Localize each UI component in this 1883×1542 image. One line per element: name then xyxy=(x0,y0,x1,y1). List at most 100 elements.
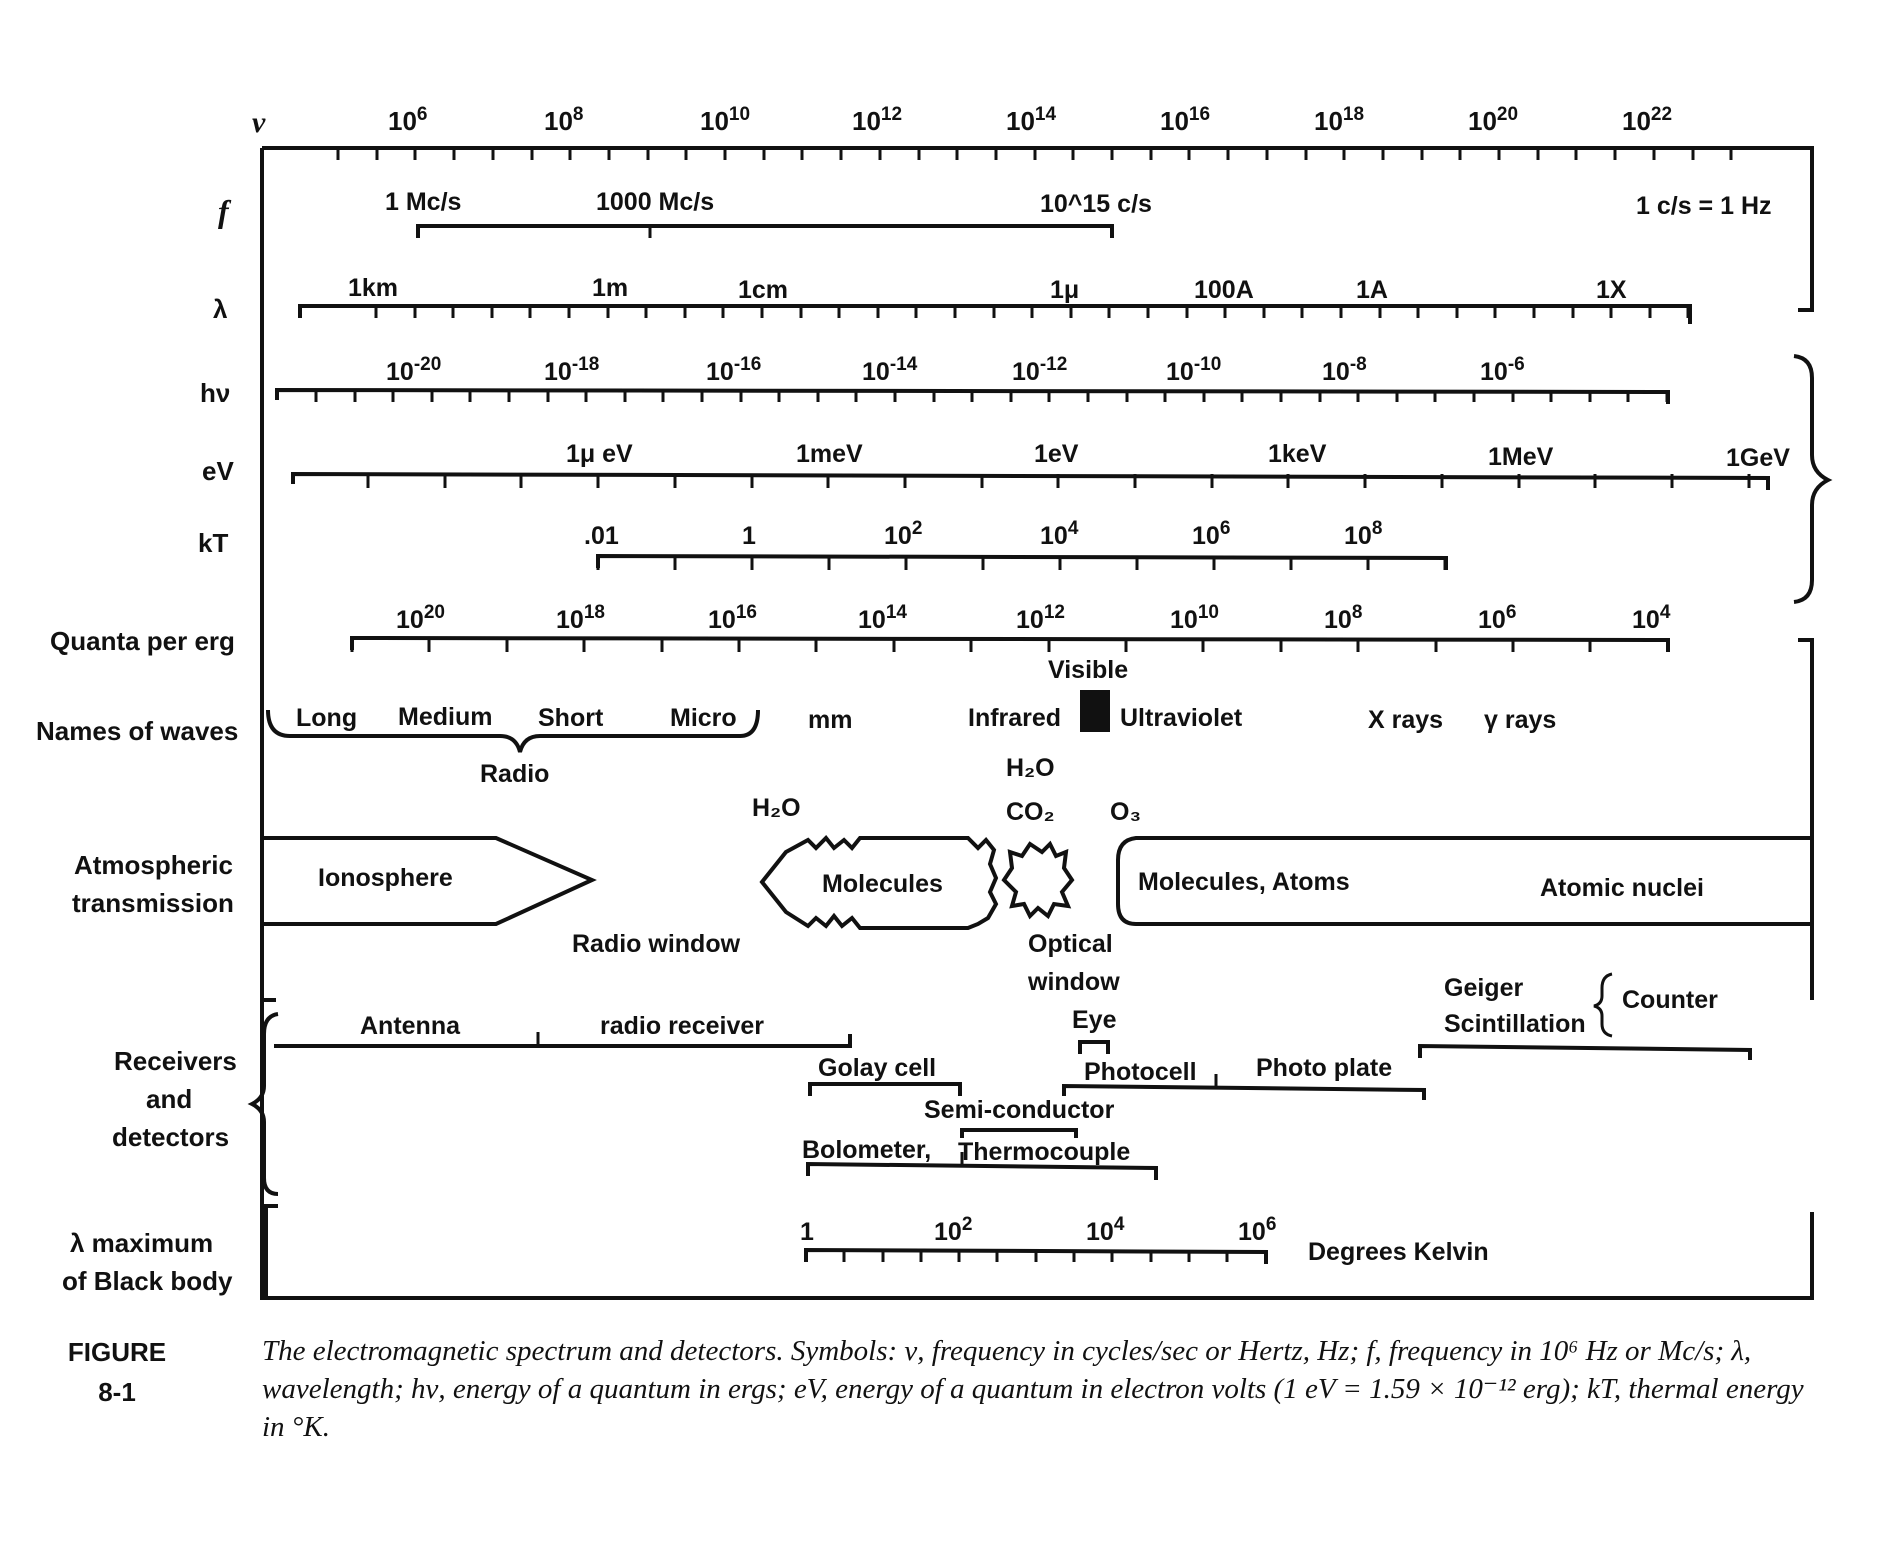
hnu-label: 10-12 xyxy=(1012,354,1067,386)
visible-band xyxy=(1080,690,1110,732)
lambda-label-1x: 1X xyxy=(1596,276,1627,304)
bb-label: 102 xyxy=(934,1214,972,1246)
lambda-label-1m: 1m xyxy=(592,274,628,302)
photo-plate-label: Photo plate xyxy=(1256,1054,1392,1082)
quanta-label: 104 xyxy=(1632,602,1671,634)
counter-label: Counter xyxy=(1622,986,1718,1014)
bb-label: 1 xyxy=(800,1218,814,1246)
f-symbol: f xyxy=(218,193,232,229)
ev-label-3: 1eV xyxy=(1034,440,1079,468)
energy-brace xyxy=(1793,354,1833,604)
atmosphere-row: Atmospheric transmission Ionosphere Mole… xyxy=(72,754,1812,996)
figure-caption: The electromagnetic spectrum and detecto… xyxy=(262,1335,1804,1443)
hnu-label: 10-10 xyxy=(1166,354,1221,386)
blackbody-row: λ maximum of Black body 1 102 104 106 Degre… xyxy=(62,1214,1489,1296)
hnu-label: 10-14 xyxy=(862,354,918,386)
molecules-text: Molecules xyxy=(822,870,943,898)
hnu-label: 10-18 xyxy=(544,354,599,386)
antenna-label: Antenna xyxy=(360,1012,461,1040)
detectors-row: Receivers and detectors Antenna radio re… xyxy=(112,972,1752,1196)
f-label-3: 10^15 c/s xyxy=(1040,190,1152,218)
figure-label: FIGURE xyxy=(67,1337,167,1367)
detectors-label-1: Receivers xyxy=(114,1046,237,1076)
nu-tick-label: 1020 xyxy=(1468,104,1518,136)
left-bracket-lower xyxy=(264,1204,278,1298)
counter-brace xyxy=(1593,972,1613,1038)
wave-infrared: Infrared xyxy=(968,704,1061,732)
kt-label: 1 xyxy=(742,522,756,550)
quanta-scale: 1020 1018 1016 1014 1012 1010 108 106 104 xyxy=(350,602,1671,652)
left-bracket-upper xyxy=(260,640,276,1002)
kt-label: 108 xyxy=(1344,518,1382,550)
optical-blob-shape xyxy=(1001,840,1075,920)
blackbody-unit: Degrees Kelvin xyxy=(1308,1238,1489,1266)
eye-label: Eye xyxy=(1072,1006,1117,1034)
ev-label-4: 1keV xyxy=(1268,440,1327,468)
wave-short: Short xyxy=(538,704,604,732)
lambda-label-1km: 1km xyxy=(348,274,398,302)
quanta-label: 1018 xyxy=(556,602,605,634)
quanta-label: 1012 xyxy=(1016,602,1065,634)
atomic-nuclei-text: Atomic nuclei xyxy=(1540,874,1704,902)
hnu-label: 10-6 xyxy=(1480,354,1525,386)
quanta-label: 1010 xyxy=(1170,602,1219,634)
semiconductor-label: Semi-conductor xyxy=(924,1096,1115,1124)
detectors-brace xyxy=(247,1012,279,1196)
hnu-symbol: hν xyxy=(200,378,230,408)
lambda-scale: 1km 1m 1cm 1μ 100A 1A 1X xyxy=(298,274,1692,324)
ev-label-2: 1meV xyxy=(796,440,863,468)
row-symbols: f λ hν eV kT Quanta per erg xyxy=(50,193,235,656)
optical-window-label-2: window xyxy=(1027,968,1120,996)
hnu-scale: 10-20 10-18 10-16 10-14 10-12 10-10 10-8 10-6 xyxy=(275,354,1670,404)
kt-label: 106 xyxy=(1192,518,1230,550)
wave-gamma: γ rays xyxy=(1484,706,1556,734)
detectors-label-2: and xyxy=(146,1084,192,1114)
ev-label-5: 1MeV xyxy=(1488,443,1554,471)
ev-label-1: 1μ eV xyxy=(566,440,633,468)
h2o-mid-label: H₂O xyxy=(1006,754,1055,782)
nu-tick-label: 1012 xyxy=(852,104,902,136)
wave-mm: mm xyxy=(808,706,852,734)
ev-scale: 1μ eV 1meV 1eV 1keV 1MeV 1GeV xyxy=(291,440,1790,490)
nu-tick-label: 1018 xyxy=(1314,104,1364,136)
geiger-label: Geiger xyxy=(1444,974,1523,1002)
lambda-label-100a: 100A xyxy=(1194,276,1254,304)
o3-label: O₃ xyxy=(1110,798,1141,826)
wave-medium: Medium xyxy=(398,703,492,731)
quanta-label: 1014 xyxy=(858,602,907,634)
nu-symbol: ν xyxy=(252,106,266,139)
bb-label: 106 xyxy=(1238,1214,1276,1246)
h2o-left-label: H₂O xyxy=(752,794,801,822)
nu-tick-label: 1022 xyxy=(1622,104,1672,136)
wave-ultraviolet: Ultraviolet xyxy=(1120,704,1243,732)
quanta-symbol: Quanta per erg xyxy=(50,626,235,656)
nu-tick-label: 1010 xyxy=(700,104,750,136)
kt-symbol: kT xyxy=(198,528,228,558)
wave-long: Long xyxy=(296,704,357,732)
photocell-label: Photocell xyxy=(1084,1058,1197,1086)
quanta-label: 1020 xyxy=(396,602,445,634)
wave-xrays: X rays xyxy=(1368,706,1443,734)
radio-window-label: Radio window xyxy=(572,930,741,958)
hnu-label: 10-16 xyxy=(706,354,761,386)
visible-label: Visible xyxy=(1048,656,1128,684)
lambda-symbol: λ xyxy=(213,294,228,324)
detectors-label-3: detectors xyxy=(112,1122,229,1152)
wave-micro: Micro xyxy=(670,704,737,732)
f-note: 1 c/s = 1 Hz xyxy=(1636,192,1772,220)
lambda-label-1a: 1A xyxy=(1356,276,1388,304)
co2-label: CO₂ xyxy=(1006,798,1055,826)
kt-scale: .01 1 102 104 106 108 xyxy=(584,518,1448,570)
kt-label: 102 xyxy=(884,518,922,550)
thermocouple-label: Thermocouple xyxy=(958,1138,1130,1166)
figure-id: 8-1 xyxy=(98,1377,136,1407)
molecules-atoms-text: Molecules, Atoms xyxy=(1138,868,1350,896)
quanta-label: 108 xyxy=(1324,602,1362,634)
bb-label: 104 xyxy=(1086,1214,1125,1246)
hnu-label: 10-8 xyxy=(1322,354,1367,386)
nu-axis: ν 106 108 1010 1012 1014 1016 1018 1020 1022 xyxy=(252,104,1733,160)
blackbody-label-2: of Black body xyxy=(62,1266,233,1296)
radio-receiver-label: radio receiver xyxy=(600,1012,764,1040)
nu-tick-label: 1016 xyxy=(1160,104,1210,136)
